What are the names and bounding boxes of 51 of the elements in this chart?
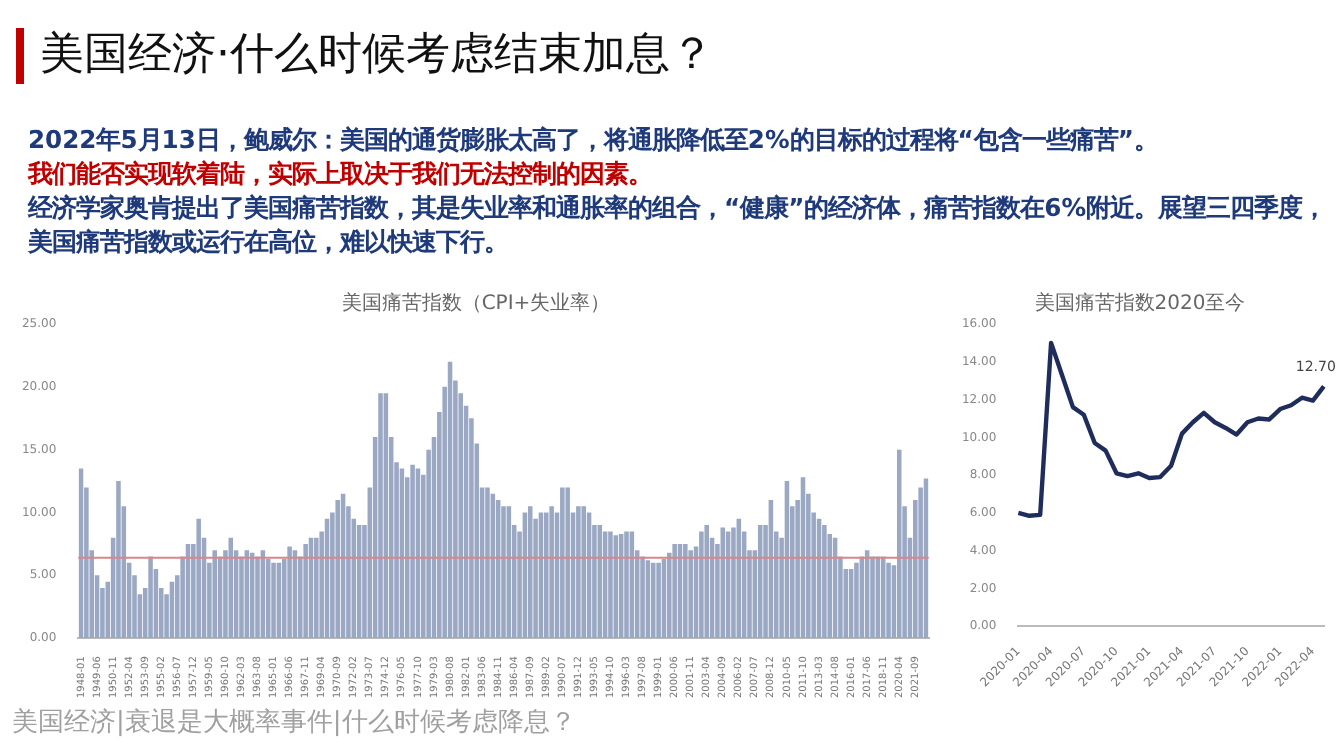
bar [656, 562, 661, 639]
bar [335, 499, 340, 639]
bar [688, 550, 693, 639]
bar [896, 449, 902, 639]
bar [667, 552, 672, 639]
bar [303, 543, 308, 639]
bar [314, 537, 319, 639]
bar [581, 506, 586, 639]
text: 我们能否实现软着陆，实际上取决于我们无法控制的因素。 [28, 158, 654, 192]
bar [196, 518, 201, 639]
bar [683, 543, 688, 639]
bar [720, 527, 726, 639]
bar [731, 527, 736, 639]
text: 经济学家奥肯提出了美国痛苦指数，其是失业率和通胀率的组合，“健康”的经济体，痛苦指数在6%附近。展望三四季度，美国痛苦指数或运行在高位，难以快速下行。 [28, 192, 1328, 260]
bar [650, 562, 656, 639]
bar [560, 487, 565, 639]
bar [699, 531, 704, 639]
bar [608, 531, 613, 639]
bar [287, 546, 292, 639]
bar [827, 533, 832, 639]
bar [501, 506, 506, 639]
bar [640, 556, 645, 639]
bar [485, 487, 490, 639]
bar [271, 562, 276, 639]
bar [870, 556, 875, 639]
bar [212, 550, 217, 639]
bar [239, 556, 244, 639]
text: 2022年5月13日，鲍威尔：美国的通货膨胀太高了，将通胀降低至2%的目标的过程将“包含一些痛苦”。 [28, 124, 1160, 158]
bar [704, 525, 709, 639]
bar [148, 556, 153, 639]
bar [549, 506, 554, 639]
bar [576, 506, 581, 639]
bar [565, 487, 570, 639]
bar [544, 512, 549, 639]
bar [672, 543, 677, 639]
bar [854, 562, 859, 639]
bar [886, 562, 891, 639]
bar [597, 525, 603, 639]
chart-title: 美国痛苦指数2020至今 [1034, 291, 1246, 316]
bar [527, 506, 533, 639]
text: 美国经济·什么时候考虑结束加息？ [40, 28, 714, 84]
bar [228, 537, 234, 639]
bar [378, 393, 383, 639]
bar [918, 487, 923, 639]
chart-title: 美国痛苦指数（CPI+失业率） [341, 291, 611, 316]
bar [410, 464, 415, 639]
bar [255, 556, 260, 639]
bar [822, 525, 827, 639]
bar [116, 481, 121, 639]
text: 美国经济|衰退是大概率事件|什么时候考虑降息？ [12, 706, 576, 740]
bar [624, 531, 629, 639]
